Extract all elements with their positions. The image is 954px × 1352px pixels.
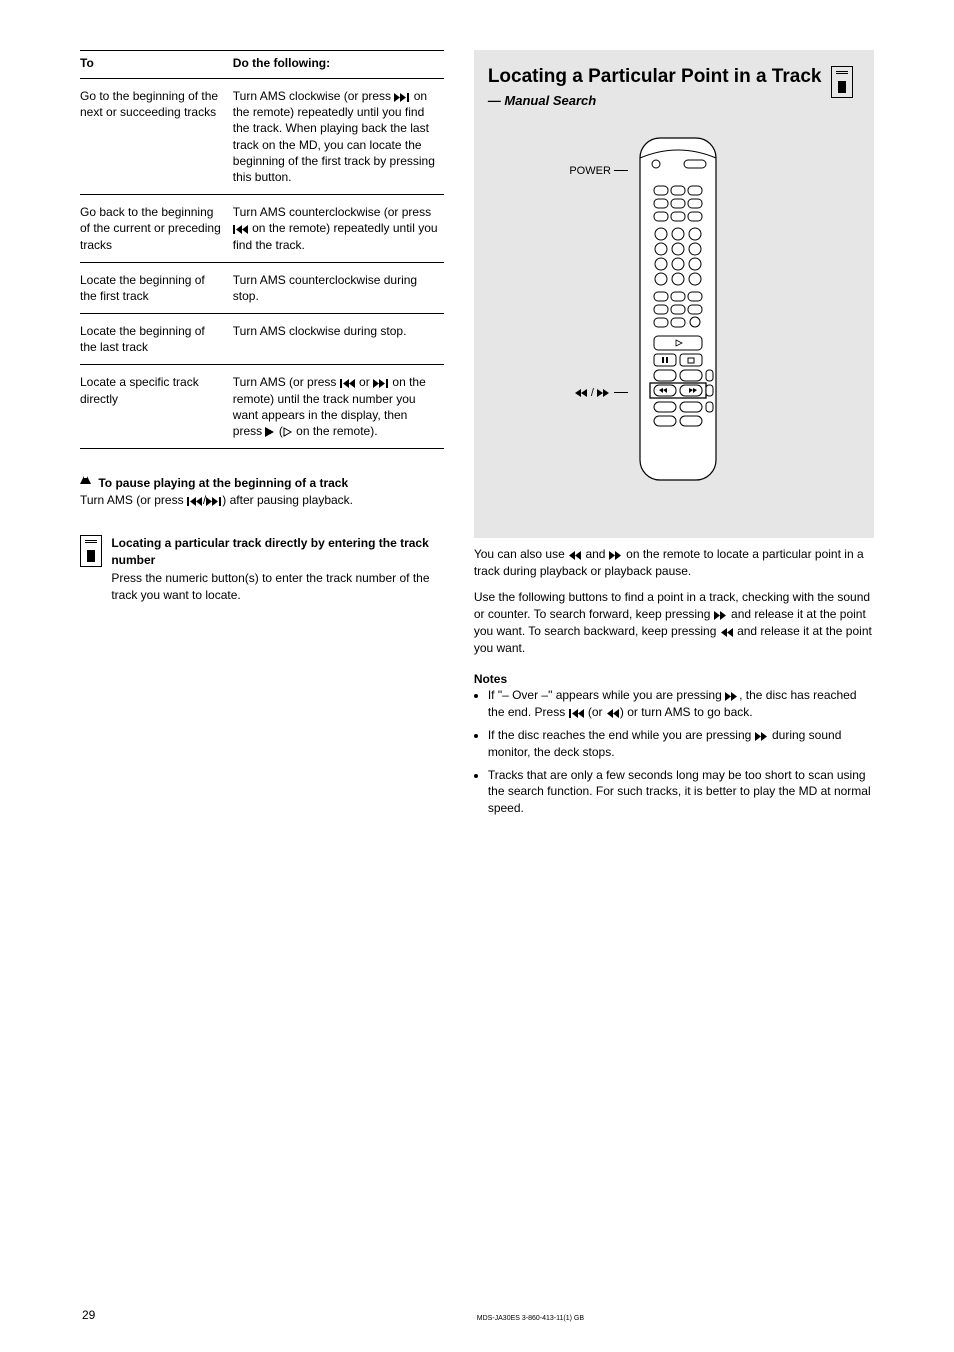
row-to: Go to the beginning of the next or succe… <box>80 79 233 195</box>
next-track-icon <box>373 379 389 388</box>
remote-icon <box>831 66 853 98</box>
note-item: If "– Over –" appears while you are pres… <box>488 687 874 721</box>
page-number: 29 <box>82 1308 95 1322</box>
next-track-icon <box>394 93 410 102</box>
play-solid-icon <box>265 427 275 437</box>
notes-list: If "– Over –" appears while you are pres… <box>474 687 874 817</box>
rew-icon <box>720 628 734 637</box>
prev-track-icon <box>569 709 585 718</box>
tip-pause: To pause playing at the beginning of a t… <box>80 475 444 509</box>
row-to: Locate the beginning of the first track <box>80 262 233 313</box>
cue-title-box: Locating a Particular Point in a Track —… <box>474 50 874 538</box>
table-head-to: To <box>80 51 233 79</box>
table-head-do: Do the following: <box>233 51 444 79</box>
section-subtitle: — Manual Search <box>488 93 822 108</box>
ff-icon <box>609 551 623 560</box>
row-to: Locate the beginning of the last track <box>80 314 233 365</box>
action-table: To Do the following: Go to the beginning… <box>80 50 444 449</box>
play-outline-icon <box>283 427 293 437</box>
row-to: Locate a specific track directly <box>80 365 233 449</box>
table-row: Locate a specific track directly Turn AM… <box>80 365 444 449</box>
rew-icon <box>568 551 582 560</box>
table-row: Locate the beginning of the last track T… <box>80 314 444 365</box>
rew-icon <box>574 389 588 397</box>
row-do: Turn AMS counterclockwise (or press on t… <box>233 195 444 263</box>
tip-marker-icon <box>80 476 93 489</box>
ff-icon <box>714 611 728 620</box>
footer-code: MDS-JA30ES 3-860-413-11(1) GB <box>477 1315 584 1322</box>
tip-label: To pause playing at the beginning of a t… <box>98 476 348 490</box>
note-item: Tracks that are only a few seconds long … <box>488 767 874 817</box>
tip-label: Locating a particular track directly by … <box>111 535 439 569</box>
ff-icon <box>597 389 611 397</box>
notes-label: Notes <box>474 671 874 688</box>
remote-icon <box>80 535 102 567</box>
table-row: Locate the beginning of the first track … <box>80 262 444 313</box>
remote-diagram: POWER / <box>488 134 860 484</box>
row-do: Turn AMS counterclockwise during stop. <box>233 262 444 313</box>
remote-control-illustration <box>636 134 720 484</box>
row-to: Go back to the beginning of the current … <box>80 195 233 263</box>
ff-icon <box>755 732 769 741</box>
row-do: Turn AMS clockwise (or press on the remo… <box>233 79 444 195</box>
tip-body: Press the numeric button(s) to enter the… <box>111 571 429 602</box>
callout-power: POWER <box>569 165 611 177</box>
ff-icon <box>725 692 739 701</box>
row-do: Turn AMS (or press or on the remote) unt… <box>233 365 444 449</box>
prev-track-icon <box>187 497 203 506</box>
note-item: If the disc reaches the end while you ar… <box>488 727 874 761</box>
right-body-text: You can also use and on the remote to lo… <box>474 546 874 817</box>
table-row: Go back to the beginning of the current … <box>80 195 444 263</box>
prev-track-icon <box>233 225 249 234</box>
table-row: Go to the beginning of the next or succe… <box>80 79 444 195</box>
tip-direct: Locating a particular track directly by … <box>80 535 444 604</box>
section-title: Locating a Particular Point in a Track <box>488 66 822 89</box>
row-do: Turn AMS clockwise during stop. <box>233 314 444 365</box>
prev-track-icon <box>340 379 356 388</box>
rew-icon <box>606 709 620 718</box>
next-track-icon <box>206 497 222 506</box>
